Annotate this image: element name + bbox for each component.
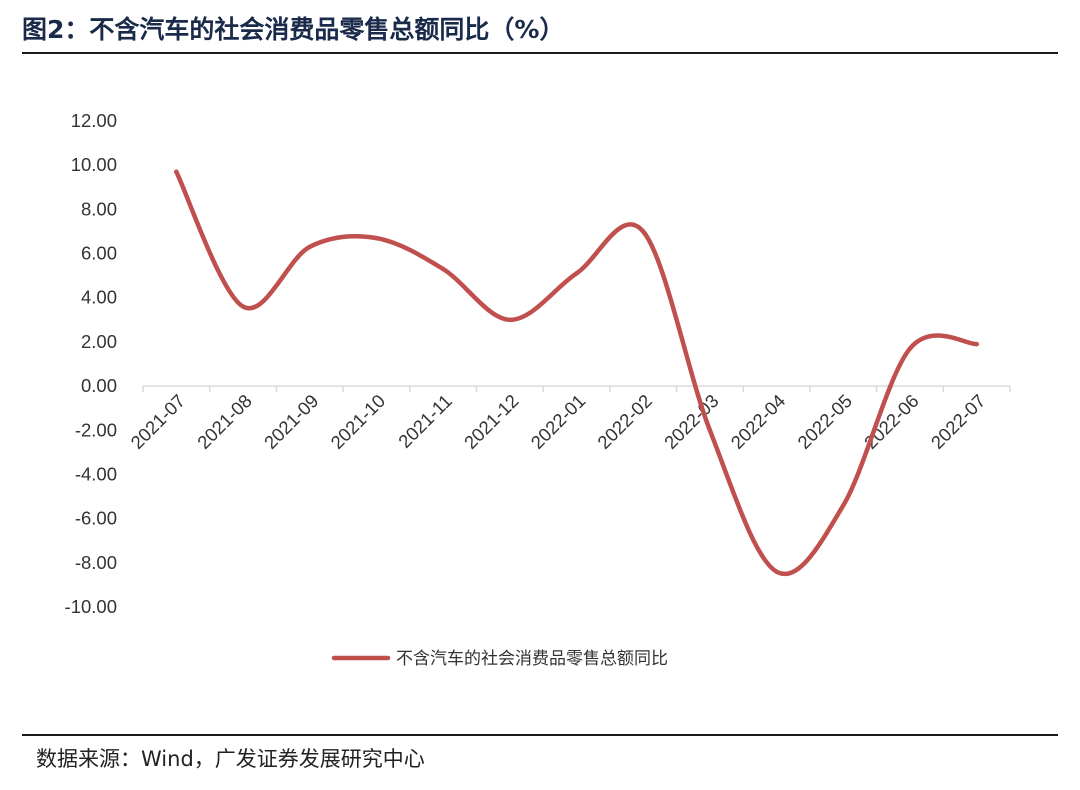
data-point xyxy=(974,341,979,347)
x-tick-label: 2021-11 xyxy=(394,390,456,452)
y-tick-label: -10.00 xyxy=(65,596,117,617)
x-tick-label: 2022-05 xyxy=(793,390,856,453)
x-tick-label: 2021-09 xyxy=(260,390,323,453)
y-tick-label: 6.00 xyxy=(81,243,117,264)
y-tick-label: 0.00 xyxy=(81,375,117,396)
figure-title: 图2：不含汽车的社会消费品零售总额同比（%） xyxy=(22,15,565,44)
data-point xyxy=(174,169,179,175)
x-tick-label: 2021-07 xyxy=(126,390,189,453)
y-tick-label: 4.00 xyxy=(81,287,117,308)
x-tick-label: 2022-04 xyxy=(727,390,790,453)
x-tick-label: 2021-08 xyxy=(193,390,256,453)
source-rule xyxy=(22,734,1058,736)
y-tick-label: -4.00 xyxy=(75,463,117,484)
y-tick-label: 8.00 xyxy=(81,198,117,219)
y-tick-label: -2.00 xyxy=(75,419,117,440)
legend: 不含汽车的社会消费品零售总额同比 xyxy=(331,649,668,669)
x-tick-label: 2021-10 xyxy=(326,390,389,453)
legend-label: 不含汽车的社会消费品零售总额同比 xyxy=(396,649,668,669)
y-axis-ticks: 12.00 10.00 8.00 6.00 4.00 2.00 0.00 -2.00 -4.00… xyxy=(65,110,117,617)
x-tick-label: 2022-01 xyxy=(526,390,589,453)
y-tick-label: -6.00 xyxy=(75,508,117,529)
x-axis-tickmarks xyxy=(142,386,1011,393)
y-tick-label: 2.00 xyxy=(81,331,117,352)
x-axis-ticks: 2021-07 2021-08 2021-09 2021-10 2021-11 2021-… xyxy=(126,390,989,453)
data-point xyxy=(774,569,779,574)
data-point xyxy=(707,428,713,433)
x-tick-label: 2022-02 xyxy=(593,390,656,453)
title-rule xyxy=(22,52,1058,54)
y-tick-label: 10.00 xyxy=(71,154,117,175)
data-point xyxy=(374,235,379,241)
data-point xyxy=(440,266,446,272)
y-tick-label: -8.00 xyxy=(75,552,117,573)
series-line xyxy=(174,169,979,577)
series-points xyxy=(174,169,979,574)
data-point xyxy=(240,304,246,309)
x-tick-label: 2021-12 xyxy=(460,390,523,453)
y-tick-label: 12.00 xyxy=(71,110,117,131)
line-chart: 12.00 10.00 8.00 6.00 4.00 2.00 0.00 -2.00 -4.00… xyxy=(65,110,1011,669)
data-point xyxy=(307,244,312,250)
data-point xyxy=(507,317,513,323)
data-point xyxy=(907,346,913,351)
x-tick-label: 2022-07 xyxy=(927,390,990,453)
source-note: 数据来源：Wind，广发证券发展研究中心 xyxy=(36,747,425,771)
data-point xyxy=(640,229,646,234)
data-point xyxy=(574,271,579,276)
data-point xyxy=(841,503,846,508)
